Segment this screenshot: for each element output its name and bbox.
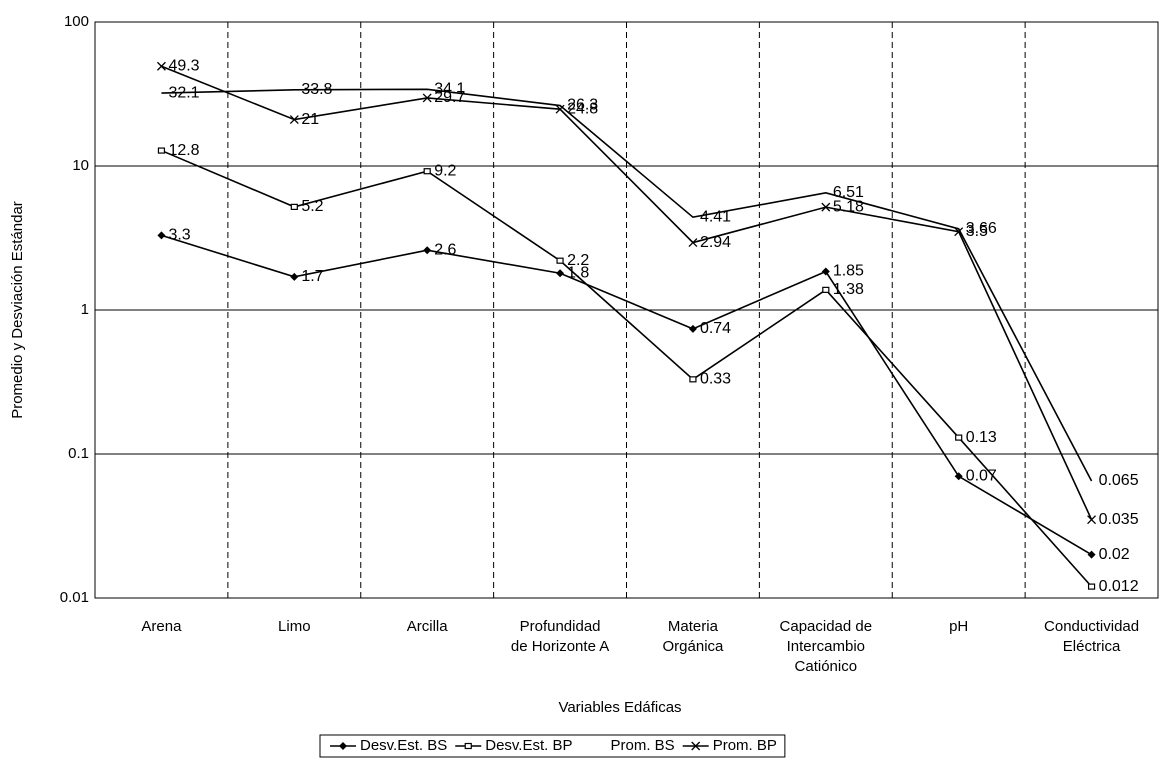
marker (556, 269, 565, 278)
series-line (161, 234, 1092, 556)
marker (1087, 515, 1097, 525)
y-tick-label: 1 (81, 301, 89, 318)
value-label: 0.035 (1099, 511, 1139, 528)
value-label: 0.02 (1099, 546, 1130, 563)
y-tick-label: 0.01 (60, 589, 89, 606)
marker (821, 267, 830, 276)
x-tick-label: Arena (141, 618, 182, 635)
legend-label: Desv.Est. BS (360, 737, 447, 754)
marker (821, 202, 831, 212)
y-axis-title: Promedio y Desviación Estándar (9, 201, 26, 419)
value-label: 0.012 (1099, 578, 1139, 595)
value-label: 21 (301, 111, 319, 128)
value-label: 3.5 (966, 223, 988, 240)
value-label: 0.065 (1099, 472, 1139, 489)
x-tick-label: pH (949, 618, 968, 635)
series-line (161, 65, 1093, 520)
value-label: 32.1 (168, 84, 199, 101)
series-line (161, 88, 1093, 482)
value-label: 2.6 (434, 241, 456, 258)
legend-label: Prom. BS (611, 737, 675, 754)
value-label: 5.18 (833, 198, 864, 215)
y-tick-label: 0.1 (68, 445, 89, 462)
marker (1087, 550, 1096, 559)
value-label: 3.3 (168, 227, 190, 244)
value-label: 34.1 (434, 81, 465, 98)
marker (691, 741, 701, 751)
marker (955, 434, 963, 441)
value-label: 0.33 (700, 371, 731, 388)
value-label: 2.2 (567, 252, 589, 269)
value-label: 49.3 (168, 57, 199, 74)
marker (1087, 583, 1096, 590)
legend-label: Desv.Est. BP (485, 737, 572, 754)
value-label: 33.8 (301, 81, 332, 98)
value-label: 24.8 (567, 100, 598, 117)
marker (688, 238, 698, 248)
marker (822, 286, 830, 293)
y-tick-label: 10 (72, 157, 89, 174)
value-label: 5.2 (301, 198, 323, 215)
marker (339, 742, 347, 750)
marker (423, 168, 431, 175)
marker (290, 203, 298, 210)
value-label: 0.74 (700, 320, 731, 337)
value-label: 9.2 (434, 162, 456, 179)
legend-box (319, 734, 786, 758)
marker (157, 147, 166, 154)
y-tick-label: 100 (64, 13, 89, 30)
marker (157, 231, 166, 240)
value-label: 1.7 (301, 268, 323, 285)
marker (423, 246, 432, 255)
value-label: 0.13 (966, 429, 997, 446)
legend-label: Prom. BP (713, 737, 777, 754)
x-tick-label: Profundidad de Horizonte A (511, 618, 609, 655)
marker (954, 472, 963, 481)
value-label: 6.51 (833, 184, 864, 201)
marker (156, 61, 166, 71)
x-axis-title: Variables Edáficas (558, 699, 681, 716)
marker (422, 93, 432, 103)
marker (688, 324, 697, 333)
value-label: 1.85 (833, 263, 864, 280)
value-label: 26.3 (567, 97, 598, 114)
marker (954, 227, 964, 237)
x-tick-label: Materia Orgánica (663, 618, 725, 655)
marker (464, 742, 472, 750)
series-line (161, 149, 1093, 588)
value-label: 1.38 (833, 281, 864, 298)
x-tick-label: Limo (278, 618, 311, 635)
value-label: 12.8 (168, 142, 199, 159)
value-label: 1.8 (567, 264, 589, 281)
value-label: 3.66 (966, 220, 997, 237)
marker (290, 272, 299, 281)
x-tick-label: Conductividad Eléctrica (1044, 618, 1139, 655)
value-label: 4.41 (700, 208, 731, 225)
marker (689, 376, 697, 383)
marker (555, 104, 565, 114)
legend: Desv.Est. BS Desv.Est. BP Prom. BS Prom. BP (319, 734, 786, 758)
x-tick-label: Capacidad de Intercambio Catiónico (780, 618, 873, 675)
x-tick-label: Arcilla (407, 618, 448, 635)
marker (289, 115, 299, 125)
value-label: 29.7 (434, 89, 465, 106)
marker (556, 257, 564, 264)
value-label: 2.94 (700, 234, 731, 251)
